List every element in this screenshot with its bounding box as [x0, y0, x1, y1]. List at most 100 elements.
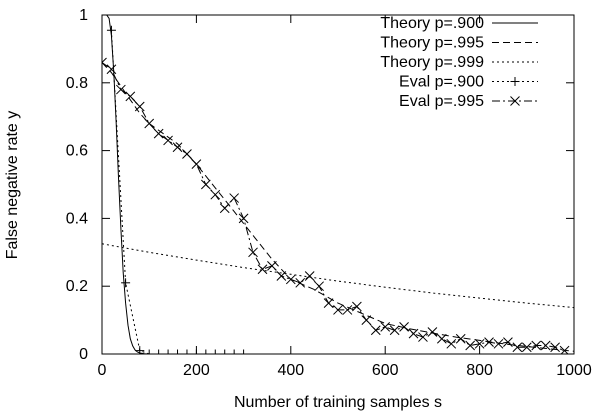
data-point	[220, 349, 230, 354]
y-axis-label: False negative rate y	[4, 111, 21, 260]
series-line	[110, 30, 244, 354]
data-point	[465, 340, 476, 351]
legend-item: Theory p=.999	[380, 54, 538, 71]
series-line	[102, 243, 574, 309]
legend-item: Theory p=.900	[380, 15, 538, 32]
data-point	[219, 203, 230, 214]
legend-marker	[510, 96, 520, 106]
data-point	[342, 305, 353, 315]
data-point	[257, 264, 268, 275]
legend-label: Eval p=.995	[399, 93, 484, 110]
data-point	[436, 333, 447, 344]
series-layer	[102, 15, 574, 354]
data-point	[531, 340, 542, 351]
y-tick-label: 0	[79, 346, 88, 363]
data-point	[323, 298, 334, 309]
series-5	[102, 57, 570, 354]
data-point	[380, 322, 391, 332]
data-point	[106, 64, 117, 75]
data-point	[210, 189, 221, 200]
data-point	[399, 322, 409, 332]
data-point	[125, 91, 136, 102]
data-point	[154, 349, 164, 354]
data-point	[389, 325, 400, 336]
data-point	[116, 84, 126, 95]
data-point	[163, 349, 173, 354]
data-point	[135, 346, 145, 354]
legend-item: Theory p=.995	[380, 35, 538, 52]
series-3	[102, 243, 574, 309]
data-point	[361, 315, 372, 325]
data-point	[121, 278, 131, 288]
data-point	[191, 159, 202, 170]
data-point	[276, 271, 287, 281]
x-tick-label: 600	[372, 362, 399, 379]
data-point	[512, 342, 523, 353]
x-tick-label: 200	[183, 362, 210, 379]
data-point	[229, 193, 240, 203]
data-point	[521, 342, 532, 353]
data-point	[285, 274, 296, 285]
data-point	[153, 128, 164, 139]
data-point	[550, 342, 560, 353]
x-axis: 0 200 400 600 800 1000	[98, 15, 592, 379]
data-point	[427, 327, 438, 337]
y-tick-label: 0.2	[66, 278, 88, 295]
legend-item: Eval p=.995	[399, 93, 538, 110]
x-tick-label: 400	[277, 362, 304, 379]
data-point	[333, 305, 343, 315]
series-4	[106, 25, 249, 354]
data-point	[370, 325, 381, 336]
y-tick-label: 1	[79, 7, 88, 24]
data-point	[418, 332, 428, 342]
data-point	[239, 349, 249, 354]
series-2	[102, 62, 574, 352]
legend-label: Theory p=.995	[380, 35, 484, 52]
data-point	[455, 333, 466, 344]
data-point	[200, 179, 211, 190]
data-point	[201, 349, 211, 354]
legend-label: Theory p=.999	[380, 54, 484, 71]
legend: Theory p=.900 Theory p=.995 Theory p=.999 E…	[380, 15, 538, 110]
y-tick-label: 0.4	[66, 210, 88, 227]
data-point	[106, 25, 116, 35]
data-point	[295, 277, 306, 288]
x-axis-label: Number of training samples s	[234, 394, 442, 411]
series-line	[102, 62, 574, 352]
legend-marker	[510, 77, 520, 86]
data-point	[484, 337, 494, 347]
data-point	[248, 247, 258, 258]
legend-label: Theory p=.900	[380, 15, 484, 32]
legend-label: Eval p=.900	[399, 74, 484, 91]
data-point	[474, 338, 485, 349]
data-point	[304, 271, 315, 281]
data-point	[238, 213, 249, 224]
data-point	[229, 349, 239, 354]
data-point	[408, 328, 419, 339]
data-point	[144, 118, 155, 129]
data-point	[191, 349, 201, 354]
data-point	[446, 338, 457, 349]
legend-item: Eval p=.900	[399, 74, 538, 91]
data-point	[540, 340, 551, 351]
data-point	[144, 349, 154, 354]
y-tick-label: 0.6	[66, 143, 88, 160]
data-point	[173, 349, 183, 354]
data-point	[210, 349, 220, 354]
data-point	[182, 349, 192, 354]
data-point	[102, 57, 107, 68]
data-point	[559, 345, 570, 354]
data-point	[503, 337, 513, 347]
x-tick-label: 0	[98, 362, 107, 379]
data-point	[163, 135, 173, 146]
data-point	[182, 149, 192, 159]
x-tick-label: 1000	[556, 362, 592, 379]
data-point	[314, 281, 324, 292]
y-tick-label: 0.8	[66, 75, 88, 92]
data-point	[172, 142, 183, 153]
data-point	[352, 301, 362, 312]
data-point	[493, 338, 504, 349]
y-axis: 0 0.2 0.4 0.6 0.8 1	[66, 7, 574, 363]
x-tick-label: 800	[466, 362, 493, 379]
